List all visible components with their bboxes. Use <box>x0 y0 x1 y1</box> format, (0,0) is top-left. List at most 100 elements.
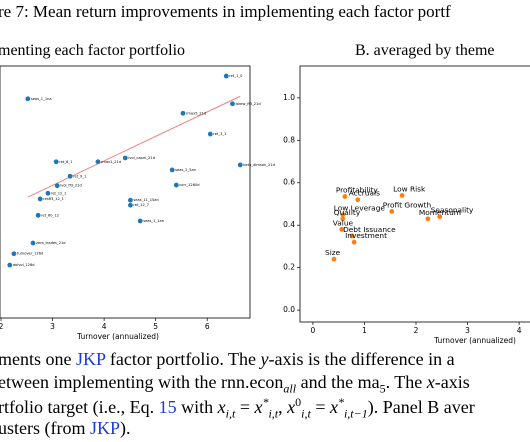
point-label: rmax5_21d <box>186 111 206 115</box>
y-tick-label: 0.0 <box>283 305 295 314</box>
data-point <box>37 196 43 202</box>
data-point <box>180 110 186 116</box>
point-label: Profit Growth <box>383 200 432 209</box>
point-label: Size <box>325 248 341 257</box>
data-point <box>35 212 41 218</box>
data-point <box>399 193 405 198</box>
data-point <box>45 190 51 196</box>
data-point <box>389 209 395 214</box>
caption-text: usters (from <box>0 418 90 438</box>
point-label: ivol_ff3_21d <box>60 184 82 188</box>
x-tick-label: 1 <box>362 326 367 335</box>
x-tick-label: 3 <box>465 326 470 335</box>
caption-text: -axis is the difference in a <box>268 349 455 369</box>
point-label: seas_1_1an <box>143 219 164 223</box>
citation-link[interactable]: JKP <box>76 349 106 369</box>
y-tick-label: 0.6 <box>283 178 295 187</box>
data-point <box>425 216 431 222</box>
panel-title: B. averaged by theme <box>355 42 495 59</box>
point-label: beta_dimson_21d <box>243 163 275 167</box>
caption-text: . The <box>385 372 427 392</box>
math: = <box>235 397 255 417</box>
point-label: ret_1_0 <box>229 74 243 78</box>
trend-line <box>27 95 241 198</box>
point-label: Profitability <box>336 186 379 195</box>
caption-text: -axis <box>434 372 470 392</box>
point-label: Low Risk <box>393 184 426 193</box>
x-tick-label: 6 <box>205 322 210 331</box>
figure-caption-title: re 7: Mean return improvements in implem… <box>0 2 451 21</box>
math: x <box>426 372 435 392</box>
data-point <box>169 167 175 173</box>
math: i,t <box>301 406 311 421</box>
data-point <box>30 240 36 246</box>
x-tick-label: 2 <box>414 326 419 335</box>
caption-text: and the ma <box>296 372 380 392</box>
point-label: ivol_capm_21d <box>128 156 155 160</box>
point-label: iskew_ff3_21d <box>235 102 260 106</box>
point-label: Debt Issuance <box>343 225 396 234</box>
data-point <box>54 183 60 189</box>
y-tick-label: 1.0 <box>283 93 295 102</box>
data-point <box>351 239 357 245</box>
caption-text: ments one <box>0 349 76 369</box>
data-point <box>207 131 213 137</box>
caption-text: with <box>176 397 218 417</box>
math: all <box>283 381 297 396</box>
math: = <box>310 397 330 417</box>
point-label: ret_9_1 <box>73 174 86 178</box>
point-label: ret_60_12 <box>41 213 59 217</box>
data-point <box>342 194 348 199</box>
point-label: Seasonality <box>431 206 474 215</box>
data-point <box>11 251 17 257</box>
data-point <box>53 159 59 165</box>
data-point <box>339 227 345 232</box>
data-point <box>340 212 346 217</box>
math: , <box>278 397 288 417</box>
x-tick-label: 4 <box>102 322 107 331</box>
caption-line: ments one JKP factor portfolio. The y-ax… <box>0 349 455 370</box>
point-label: ret_12_1 <box>51 191 66 195</box>
citation-link[interactable]: JKP <box>89 418 120 438</box>
x-tick-label: 4 <box>517 326 522 335</box>
point-label: Accruals <box>349 189 380 198</box>
data-point <box>122 155 128 161</box>
point-label: seas_2_5an <box>175 168 196 172</box>
x-axis-label: Turnover (annualized) <box>76 332 159 341</box>
point-label: ret_6_1 <box>59 160 72 164</box>
math: x <box>329 397 338 417</box>
math: i,t−1 <box>343 406 368 421</box>
data-point <box>67 173 73 179</box>
math: 5 <box>379 381 386 396</box>
data-point <box>223 73 229 79</box>
caption-text: etween implementing with the rnn.econ <box>0 372 284 392</box>
math: i,t <box>268 406 279 421</box>
point-label: Investment <box>345 231 387 240</box>
x-tick-label: 0 <box>310 326 315 335</box>
x-tick-label: 5 <box>153 322 158 331</box>
data-point <box>25 96 31 102</box>
caption-text: rtfolio target (i.e., Eq. <box>0 397 159 417</box>
point-label: Low Leverage <box>334 204 386 213</box>
plot-frame <box>0 65 251 319</box>
math: * <box>262 395 269 409</box>
point-label: Value <box>333 218 354 227</box>
math: x <box>287 397 296 417</box>
point-label: rmax1_21d <box>101 160 121 164</box>
point-label: resff3_12_1 <box>43 197 64 201</box>
point-label: corr_1260d <box>179 183 199 187</box>
equation-link[interactable]: 15 <box>158 397 177 417</box>
point-label: turnover_126d <box>17 252 43 256</box>
x-tick-label: 2 <box>0 322 4 331</box>
data-point <box>128 197 133 203</box>
data-point <box>230 101 235 107</box>
plot-frame <box>299 65 530 323</box>
math: y <box>260 349 269 369</box>
data-point <box>173 182 179 188</box>
point-label: Quality <box>334 208 361 217</box>
data-point <box>349 233 355 239</box>
caption-text: ). Panel B aver <box>367 397 475 417</box>
x-tick-label: 3 <box>50 322 55 331</box>
